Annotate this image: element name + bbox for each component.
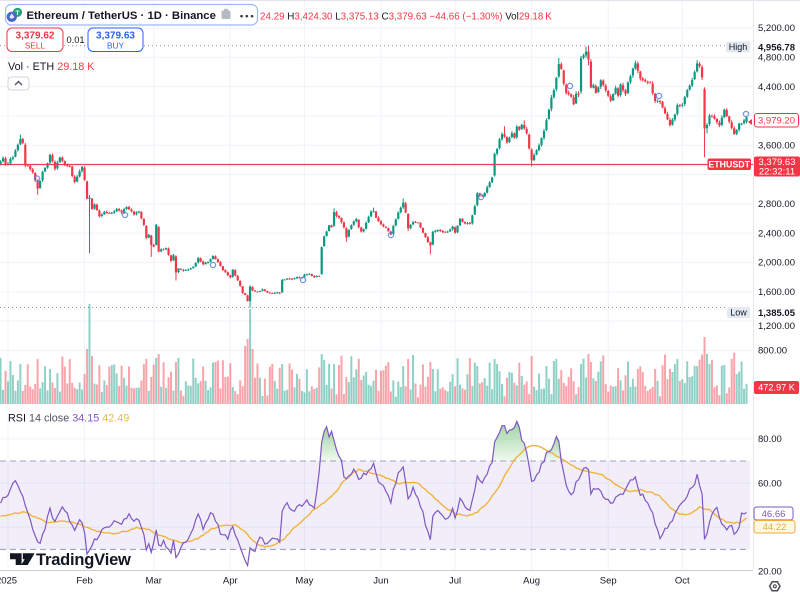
svg-text:RSI 14 close 34.15 42.49: RSI 14 close 34.15 42.49 (8, 413, 129, 425)
svg-text:44.22: 44.22 (763, 522, 787, 533)
svg-text:Apr: Apr (223, 576, 238, 587)
svg-text:●●●: ●●● (240, 13, 256, 20)
svg-text:3,379.63: 3,379.63 (96, 31, 135, 42)
svg-text:60.00: 60.00 (758, 478, 782, 489)
svg-text:5,200.00: 5,200.00 (758, 23, 795, 34)
svg-text:20.00: 20.00 (758, 567, 782, 578)
svg-text:BUY: BUY (107, 41, 125, 51)
svg-text:1,385.05: 1,385.05 (758, 308, 796, 319)
svg-text:80.00: 80.00 (758, 434, 782, 445)
svg-text:472.97 K: 472.97 K (758, 383, 796, 393)
svg-text:SELL: SELL (25, 41, 46, 51)
svg-text:T: T (16, 10, 20, 17)
svg-text:3,600.00: 3,600.00 (758, 140, 795, 151)
svg-text:Ethereum / TetherUS · 1D · Bin: Ethereum / TetherUS · 1D · Binance (27, 10, 216, 22)
svg-text:3,979.20: 3,979.20 (758, 116, 795, 127)
svg-text:Jun: Jun (373, 576, 388, 587)
svg-text:3,379.63: 3,379.63 (759, 157, 796, 168)
svg-text:800.00: 800.00 (758, 346, 787, 357)
svg-text:0.01: 0.01 (66, 35, 84, 45)
svg-text:Vol · ETH 29.18 K: Vol · ETH 29.18 K (8, 61, 95, 73)
svg-text:24.29 H3,424.30 L3,375.13 C3,3: 24.29 H3,424.30 L3,375.13 C3,379.63 −44.… (260, 12, 552, 23)
svg-text:2,400.00: 2,400.00 (758, 228, 795, 239)
svg-text:Jul: Jul (449, 576, 461, 587)
svg-text:Feb: Feb (76, 576, 92, 587)
svg-text:Sep: Sep (600, 576, 617, 587)
svg-text:May: May (295, 576, 313, 587)
svg-text:Aug: Aug (523, 576, 540, 587)
svg-text:Mar: Mar (146, 576, 162, 587)
svg-text:Low: Low (730, 308, 747, 318)
svg-text:2,800.00: 2,800.00 (758, 199, 795, 210)
svg-text:4,400.00: 4,400.00 (758, 82, 795, 93)
svg-text:2,000.00: 2,000.00 (758, 258, 795, 269)
svg-text:4,956.78: 4,956.78 (758, 43, 795, 54)
svg-text:1,600.00: 1,600.00 (758, 287, 795, 298)
svg-text:High: High (729, 42, 748, 52)
svg-text:22:32:11: 22:32:11 (759, 166, 795, 177)
svg-text:46.66: 46.66 (762, 509, 786, 520)
svg-text:Oct: Oct (675, 576, 690, 587)
svg-text:ETHUSDT: ETHUSDT (708, 159, 750, 169)
svg-text:1,200.00: 1,200.00 (758, 321, 795, 332)
svg-text:4,800.00: 4,800.00 (758, 53, 795, 64)
svg-text:3,379.62: 3,379.62 (16, 31, 55, 42)
svg-text:TradingView: TradingView (36, 551, 131, 569)
